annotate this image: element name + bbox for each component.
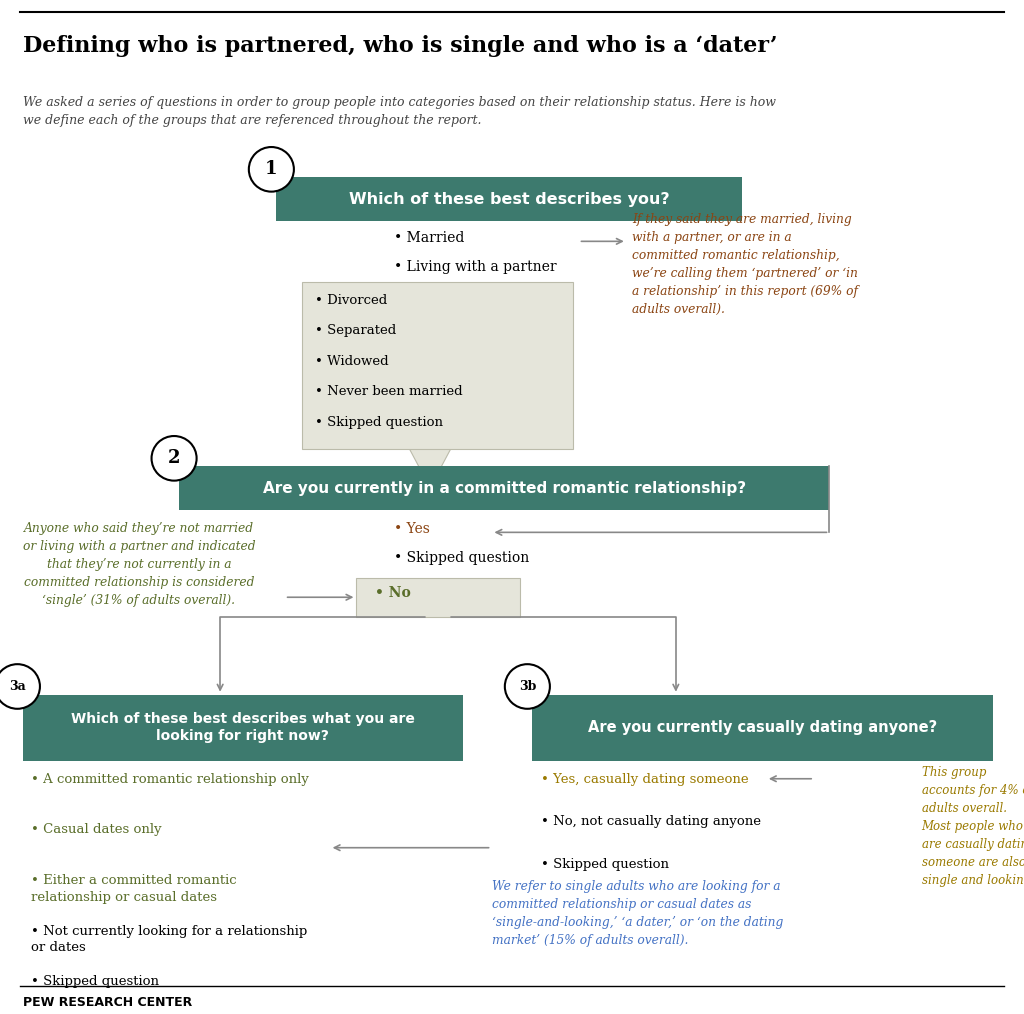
- Text: • Either a committed romantic
relationship or casual dates: • Either a committed romantic relationsh…: [31, 874, 237, 903]
- Text: This group
accounts for 4% of
adults overall.
Most people who
are casually datin: This group accounts for 4% of adults ove…: [922, 766, 1024, 886]
- Text: 1: 1: [265, 160, 278, 178]
- Text: 3b: 3b: [519, 680, 536, 693]
- Text: • Widowed: • Widowed: [315, 355, 389, 368]
- Text: Are you currently casually dating anyone?: Are you currently casually dating anyone…: [588, 720, 938, 735]
- Text: • Married: • Married: [394, 231, 465, 245]
- FancyBboxPatch shape: [356, 578, 520, 617]
- Text: • Yes: • Yes: [394, 522, 430, 536]
- FancyBboxPatch shape: [302, 282, 573, 449]
- Polygon shape: [410, 449, 451, 488]
- Text: • Skipped question: • Skipped question: [394, 551, 529, 565]
- Text: • Skipped question: • Skipped question: [541, 858, 669, 871]
- Text: • Not currently looking for a relationship
or dates: • Not currently looking for a relationsh…: [31, 925, 307, 954]
- Text: • Skipped question: • Skipped question: [315, 416, 443, 429]
- Text: Anyone who said they’re not married
or living with a partner and indicated
that : Anyone who said they’re not married or l…: [23, 522, 255, 607]
- Text: • Casual dates only: • Casual dates only: [31, 823, 162, 837]
- FancyBboxPatch shape: [532, 695, 993, 760]
- Text: • Never been married: • Never been married: [315, 385, 463, 399]
- Text: 3a: 3a: [9, 680, 26, 693]
- Text: We refer to single adults who are looking for a
committed relationship or casual: We refer to single adults who are lookin…: [492, 880, 783, 947]
- FancyBboxPatch shape: [23, 695, 463, 760]
- Text: 2: 2: [168, 449, 180, 467]
- Text: • No: • No: [375, 586, 411, 600]
- Text: • No, not casually dating anyone: • No, not casually dating anyone: [541, 815, 761, 828]
- FancyBboxPatch shape: [276, 177, 742, 221]
- Text: Which of these best describes you?: Which of these best describes you?: [349, 192, 670, 207]
- Text: If they said they are married, living
with a partner, or are in a
committed roma: If they said they are married, living wi…: [632, 213, 858, 316]
- Text: • A committed romantic relationship only: • A committed romantic relationship only: [31, 773, 308, 786]
- Circle shape: [152, 436, 197, 481]
- Text: • Yes, casually dating someone: • Yes, casually dating someone: [541, 773, 749, 786]
- Text: • Separated: • Separated: [315, 324, 396, 338]
- Text: Which of these best describes what you are
looking for right now?: Which of these best describes what you a…: [71, 712, 415, 743]
- Circle shape: [249, 147, 294, 192]
- Text: • Divorced: • Divorced: [315, 294, 388, 307]
- Circle shape: [0, 664, 40, 709]
- Text: Defining who is partnered, who is single and who is a ‘dater’: Defining who is partnered, who is single…: [23, 35, 777, 58]
- Text: Are you currently in a committed romantic relationship?: Are you currently in a committed romanti…: [263, 481, 745, 496]
- Text: • Living with a partner: • Living with a partner: [394, 260, 557, 274]
- Text: • Skipped question: • Skipped question: [31, 975, 159, 989]
- FancyBboxPatch shape: [179, 466, 829, 510]
- Text: PEW RESEARCH CENTER: PEW RESEARCH CENTER: [23, 996, 191, 1009]
- Text: We asked a series of questions in order to group people into categories based on: We asked a series of questions in order …: [23, 96, 775, 128]
- Circle shape: [505, 664, 550, 709]
